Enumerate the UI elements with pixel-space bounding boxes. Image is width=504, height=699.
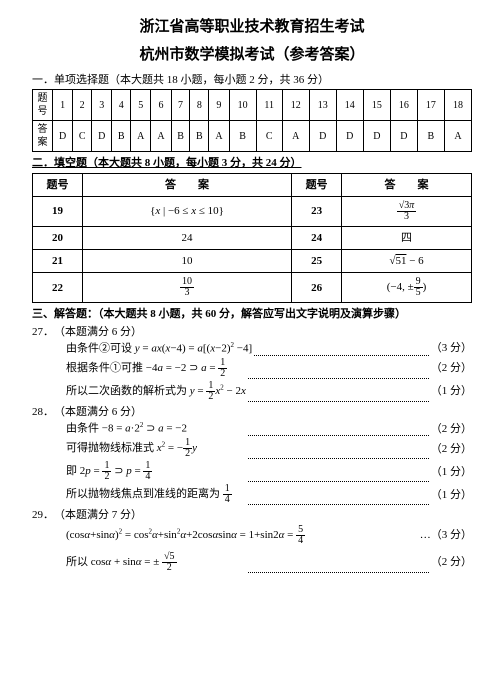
fill-num: 23	[292, 196, 342, 226]
fill-num: 20	[33, 226, 83, 249]
mc-ans: B	[417, 121, 444, 152]
mc-rowlabel-ans: 答案	[33, 121, 53, 152]
mc-ans: B	[229, 121, 256, 152]
mc-num: 15	[363, 90, 390, 121]
mc-num: 3	[92, 90, 112, 121]
mc-ans: C	[73, 121, 92, 152]
q28: 28．（本题满分 6 分） 由条件 −8 = a·22 ⊃ a = −2 （2 分…	[32, 405, 472, 505]
section1-heading: 一．单项选择题（本大题共 18 小题，每小题 2 分，共 36 分）	[32, 73, 472, 87]
mc-num: 13	[309, 90, 336, 121]
mc-num: 8	[190, 90, 209, 121]
q29-s1-pts: …（3 分）	[420, 528, 472, 542]
q27-s1: 由条件②可设 y = ax(x−4) = a[(x−2)2 −4]	[66, 341, 252, 356]
fill-num: 24	[292, 226, 342, 249]
mc-ans: A	[282, 121, 309, 152]
mc-num: 6	[151, 90, 171, 121]
mc-num: 17	[417, 90, 444, 121]
fill-ans: √51 − 6	[342, 250, 472, 273]
fill-ans: 10	[83, 250, 292, 273]
mc-ans: D	[309, 121, 336, 152]
q27-s2-pts: （2 分）	[431, 361, 472, 375]
fill-ans: √3π3	[342, 196, 472, 226]
q27-s3-pts: （1 分）	[431, 384, 472, 398]
q28-s2-pts: （2 分）	[431, 442, 472, 456]
mc-num: 9	[209, 90, 229, 121]
mc-table: 题号 123456789101112131415161718 答案 DCDBAA…	[32, 89, 472, 152]
mc-num: 7	[171, 90, 190, 121]
q27: 27．（本题满分 6 分） 由条件②可设 y = ax(x−4) = a[(x−…	[32, 325, 472, 402]
fill-table: 题号 答 案 题号 答 案 19 {x | −6 ≤ x ≤ 10} 23 √3…	[32, 173, 472, 304]
fill-ans: 103	[83, 273, 292, 303]
mc-ans: D	[390, 121, 417, 152]
mc-num: 11	[256, 90, 282, 121]
section3-heading: 三、解答题：（本大题共 8 小题，共 60 分，解答应写出文字说明及演算步骤）	[32, 307, 472, 321]
q27-s3: 所以二次函数的解析式为 y = 12x2 − 2x	[66, 381, 246, 402]
mc-num: 16	[390, 90, 417, 121]
fill-num: 26	[292, 273, 342, 303]
mc-ans: B	[190, 121, 209, 152]
fill-ans: 四	[342, 226, 472, 249]
section2-heading: 二．填空题（本大题共 8 小题，每小题 3 分，共 24 分）	[32, 156, 472, 170]
mc-ans: A	[209, 121, 229, 152]
fill-head-num: 题号	[292, 173, 342, 196]
q29: 29．（本题满分 7 分） (cosα+sinα)2 = cos2α+sin2α…	[32, 508, 472, 572]
mc-ans: D	[53, 121, 73, 152]
fill-ans: (−4, ±95)	[342, 273, 472, 303]
fill-num: 21	[33, 250, 83, 273]
q29-num: 29．	[32, 508, 54, 522]
mc-num: 10	[229, 90, 256, 121]
q27-s1-pts: （3 分）	[431, 341, 472, 355]
mc-num: 12	[282, 90, 309, 121]
mc-ans: C	[256, 121, 282, 152]
fill-head-ans: 答 案	[83, 173, 292, 196]
mc-ans: D	[92, 121, 112, 152]
q28-s4: 所以抛物线焦点到准线的距离为 14	[66, 484, 246, 505]
mc-num: 18	[444, 90, 471, 121]
mc-num: 5	[131, 90, 151, 121]
mc-num: 1	[53, 90, 73, 121]
mc-num: 14	[336, 90, 363, 121]
mc-ans: D	[336, 121, 363, 152]
mc-ans: B	[171, 121, 190, 152]
q27-s2: 根据条件①可推 −4a = −2 ⊃ a = 12	[66, 358, 246, 379]
fill-num: 25	[292, 250, 342, 273]
mc-ans: A	[131, 121, 151, 152]
q28-s4-pts: （1 分）	[431, 488, 472, 502]
mc-rowlabel-num: 题号	[33, 90, 53, 121]
mc-ans: A	[444, 121, 471, 152]
fill-head-num: 题号	[33, 173, 83, 196]
mc-num: 4	[112, 90, 131, 121]
q29-s2: 所以 cosα + sinα = ± √52	[66, 552, 246, 573]
mc-ans: B	[112, 121, 131, 152]
q28-s1: 由条件 −8 = a·22 ⊃ a = −2	[66, 421, 246, 436]
q27-head: （本题满分 6 分）	[54, 325, 472, 339]
fill-num: 22	[33, 273, 83, 303]
mc-ans: A	[151, 121, 171, 152]
main-title: 浙江省高等职业技术教育招生考试	[32, 18, 472, 38]
q28-s2: 可得抛物线标准式 x2 = −12y	[66, 438, 246, 459]
fill-num: 19	[33, 196, 83, 226]
mc-ans: D	[363, 121, 390, 152]
q27-num: 27．	[32, 325, 54, 339]
q28-num: 28．	[32, 405, 54, 419]
q29-head: （本题满分 7 分）	[54, 508, 472, 522]
q28-head: （本题满分 6 分）	[54, 405, 472, 419]
q28-s3-pts: （1 分）	[431, 465, 472, 479]
sub-title: 杭州市数学模拟考试（参考答案）	[32, 46, 472, 66]
fill-ans: {x | −6 ≤ x ≤ 10}	[83, 196, 292, 226]
fill-head-ans: 答 案	[342, 173, 472, 196]
q28-s1-pts: （2 分）	[431, 422, 472, 436]
fill-ans: 24	[83, 226, 292, 249]
q29-s2-pts: （2 分）	[431, 555, 472, 569]
q29-s1: (cosα+sinα)2 = cos2α+sin2α+2cosαsinα = 1…	[66, 525, 420, 546]
q28-s3: 即 2p = 12 ⊃ p = 14	[66, 461, 246, 482]
mc-num: 2	[73, 90, 92, 121]
